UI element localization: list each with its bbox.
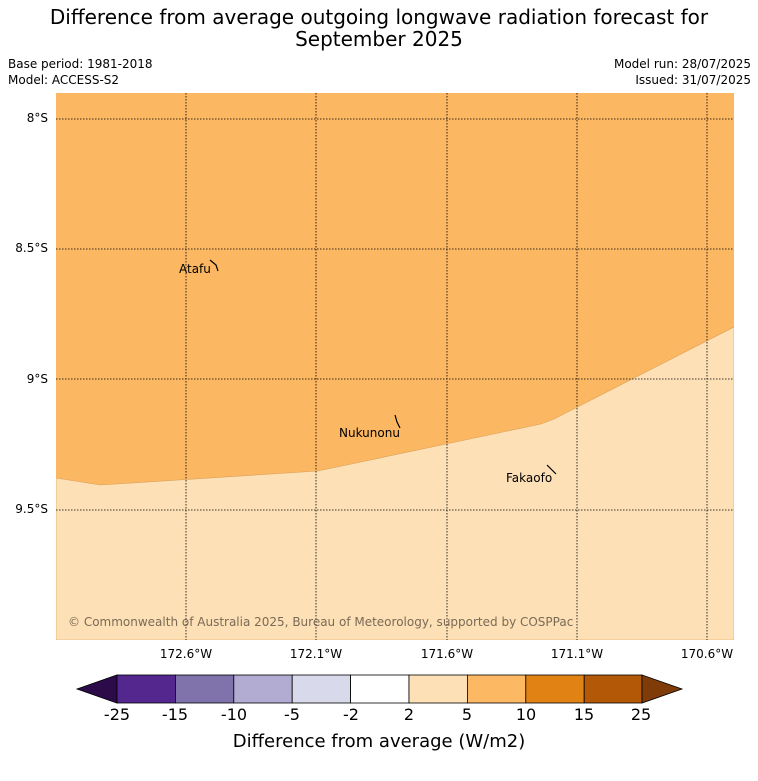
colorbar-segment-9 <box>583 674 643 704</box>
colorbar-tick-label: 5 <box>461 705 473 724</box>
model-name: Model: ACCESS-S2 <box>8 73 120 87</box>
lower-region <box>56 326 734 640</box>
chart-title: Difference from average outgoing longwav… <box>0 6 758 50</box>
colorbar-tick-label: -10 <box>220 705 248 724</box>
fakaofo-island <box>546 464 557 475</box>
colorbar-segment-1 <box>116 674 176 704</box>
base-period: Base period: 1981-2018 <box>8 57 153 71</box>
colorbar-tick-label: -5 <box>284 705 300 724</box>
colorbar-segment-5 <box>350 674 410 704</box>
lat-label-9-5S: 9.5°S <box>15 502 48 516</box>
lon-label-170-6W: 170.6°W <box>680 647 734 661</box>
colorbar-segment-6 <box>408 674 468 704</box>
lon-label-172-6W: 172.6°W <box>159 647 213 661</box>
colorbar-tick-label: -2 <box>343 705 359 724</box>
place-label-fakaofo: Fakaofo <box>506 471 552 485</box>
graticule <box>56 93 734 640</box>
meta-right: Model run: 28/07/2025 Issued: 31/07/2025 <box>614 56 751 88</box>
colorbar <box>75 674 684 704</box>
colorbar-tick-label: 10 <box>515 705 537 724</box>
colorbar-tick-label: 2 <box>403 705 415 724</box>
colorbar-tick-label: 15 <box>573 705 595 724</box>
lon-label-172-1W: 172.1°W <box>289 647 343 661</box>
issued-date: Issued: 31/07/2025 <box>635 73 751 87</box>
lon-label-171-1W: 171.1°W <box>550 647 604 661</box>
lon-label-171-6W: 171.6°W <box>420 647 474 661</box>
meta-left: Base period: 1981-2018 Model: ACCESS-S2 <box>8 56 153 88</box>
colorbar-tick-label: 25 <box>630 705 652 724</box>
lat-label-9S: 9°S <box>26 372 48 386</box>
colorbar-segment-3 <box>233 674 293 704</box>
place-label-nukunonu: Nukunonu <box>339 426 400 440</box>
atafu-island <box>209 259 219 272</box>
colorbar-low-extend <box>75 674 118 704</box>
colorbar-high-extend <box>641 674 684 704</box>
map-panel: Atafu Nukunonu Fakaofo © Commonwealth of… <box>56 93 734 640</box>
copyright-text: © Commonwealth of Australia 2025, Bureau… <box>68 615 573 629</box>
lat-label-8S: 8°S <box>26 111 48 125</box>
lat-label-8-5S: 8.5°S <box>15 241 48 255</box>
colorbar-title: Difference from average (W/m2) <box>232 731 526 752</box>
colorbar-segment-4 <box>291 674 352 704</box>
model-run: Model run: 28/07/2025 <box>613 57 751 71</box>
colorbar-tick-label: -25 <box>103 705 131 724</box>
title-line-1: Difference from average outgoing longwav… <box>49 5 709 29</box>
colorbar-segment-8 <box>525 674 585 704</box>
title-line-2: September 2025 <box>295 27 463 51</box>
colorbar-segment-7 <box>466 674 527 704</box>
colorbar-segment-2 <box>174 674 235 704</box>
place-label-atafu: Atafu <box>179 262 211 276</box>
colorbar-tick-label: -15 <box>161 705 189 724</box>
nukunonu-island <box>394 414 401 429</box>
